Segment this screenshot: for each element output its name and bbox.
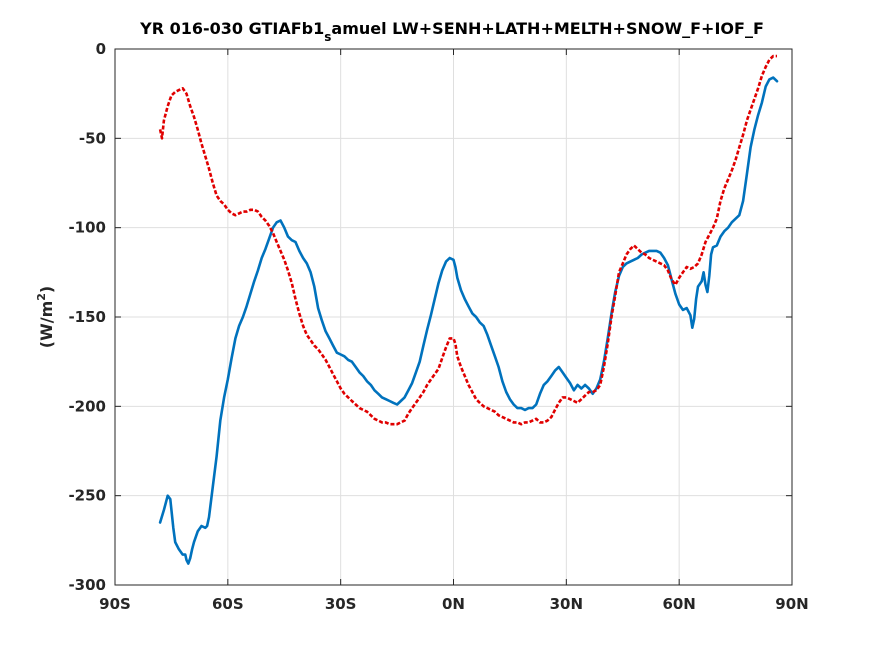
y-tick-label: -250 [68,487,106,505]
y-axis-label: (W/m2) [35,286,56,348]
tick-layer [114,48,793,586]
y-axis-label-superscript: 2 [35,293,48,301]
x-tick-label: 60N [662,595,695,613]
chart-title-rest: amuel LW+SENH+LATH+MELTH+SNOW_F+IOF_F [331,19,763,38]
x-tick-label: 60S [212,595,244,613]
y-axis-label-main: (W/m [37,301,56,348]
y-tick-label: 0 [96,40,106,58]
y-tick-label: -50 [79,129,106,147]
chart-title: YR 016-030 GTIAFb1samuel LW+SENH+LATH+ME… [139,19,764,44]
x-tick-label: 90N [775,595,808,613]
y-axis-label-end: ) [37,286,56,293]
x-tick-label: 90S [99,595,131,613]
y-tick-label: -150 [68,308,106,326]
chart-title-subscript: s [324,30,331,44]
chart-title-main: YR 016-030 GTIAFb1 [139,19,324,38]
x-tick-label: 30S [325,595,357,613]
y-tick-label: -200 [68,397,106,415]
solid-blue-series-line [158,76,779,565]
y-tick-label: -100 [68,219,106,237]
y-axis-tick-labels: 0 -50 -100 -150 -200 -250 -300 [68,40,106,594]
y-tick-label: -300 [68,576,106,594]
grid-layer [115,49,792,585]
x-tick-label: 30N [550,595,583,613]
x-axis-tick-labels: 90S 60S 30S 0N 30N 60N 90N [99,595,809,613]
x-tick-label: 0N [442,595,465,613]
dashed-red-series-line [158,54,777,426]
series-layer [158,54,779,565]
